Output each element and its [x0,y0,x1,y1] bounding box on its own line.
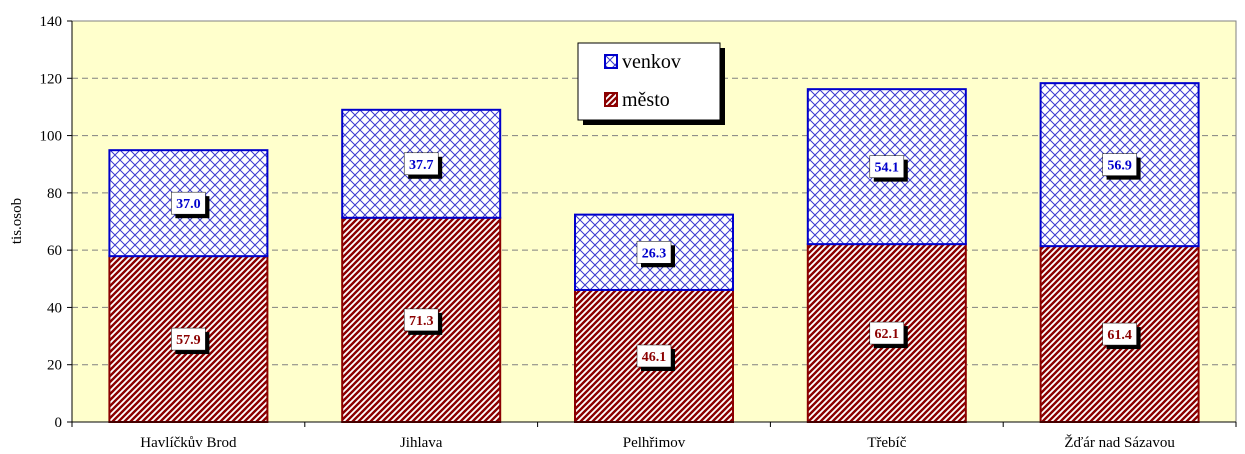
data-label-box [403,308,439,332]
legend-label-mesto: město [622,89,670,111]
x-tick-label: Žďár nad Sázavou [1064,434,1175,451]
data-label-box [1102,322,1137,346]
data-label-mesto: 61.4 [1107,328,1132,343]
legend-swatch-venkov [604,54,618,69]
data-labels: 57.9 37.0 71.3 37.7 46.1 26.3 62.1 54.1 61.4 56.9 [171,152,1141,371]
data-label-mesto: 46.1 [642,350,667,365]
data-label-venkov: 26.3 [642,246,667,261]
y-tick-label: 60 [47,243,62,259]
y-tick-label: 20 [47,358,62,374]
y-tick-label: 120 [40,71,63,87]
x-tick-labels: Havlíčkův Brod Jihlava Pelhřimov Třebíč Žďár… [140,434,1175,451]
x-tick-label: Třebíč [867,435,906,451]
data-label-mesto: 71.3 [409,314,434,329]
data-label-venkov: 37.0 [176,197,201,212]
y-tick-label: 40 [47,300,62,316]
data-label-mesto: 57.9 [176,333,201,348]
data-label-mesto: 62.1 [875,327,900,342]
y-tick-label: 0 [55,415,63,431]
data-label-box [1102,153,1137,176]
x-tick-label: Jihlava [400,435,443,451]
y-tick-label: 140 [40,14,63,30]
data-label-box [171,327,206,351]
x-tick-label: Pelhřimov [623,435,686,451]
legend: venkov město [577,42,725,125]
data-label-venkov: 56.9 [1107,159,1132,174]
data-label-venkov: 37.7 [409,158,434,173]
y-axis-label: tis.osob [9,198,25,244]
data-label-box [636,241,672,264]
data-label-box [869,321,905,345]
x-tick-label: Havlíčkův Brod [140,435,237,451]
data-label-box [869,155,905,178]
data-label-venkov: 54.1 [875,161,900,176]
data-label-box [171,191,206,215]
data-label-box [403,152,439,176]
legend-swatch-mesto [604,92,618,107]
legend-label-venkov: venkov [622,51,681,73]
y-tick-label: 80 [47,186,62,202]
data-label-box [636,344,672,368]
y-tick-labels: 0 20 40 60 80 100 120 140 [40,14,63,431]
axes [67,20,1237,427]
y-tick-label: 100 [40,129,63,145]
